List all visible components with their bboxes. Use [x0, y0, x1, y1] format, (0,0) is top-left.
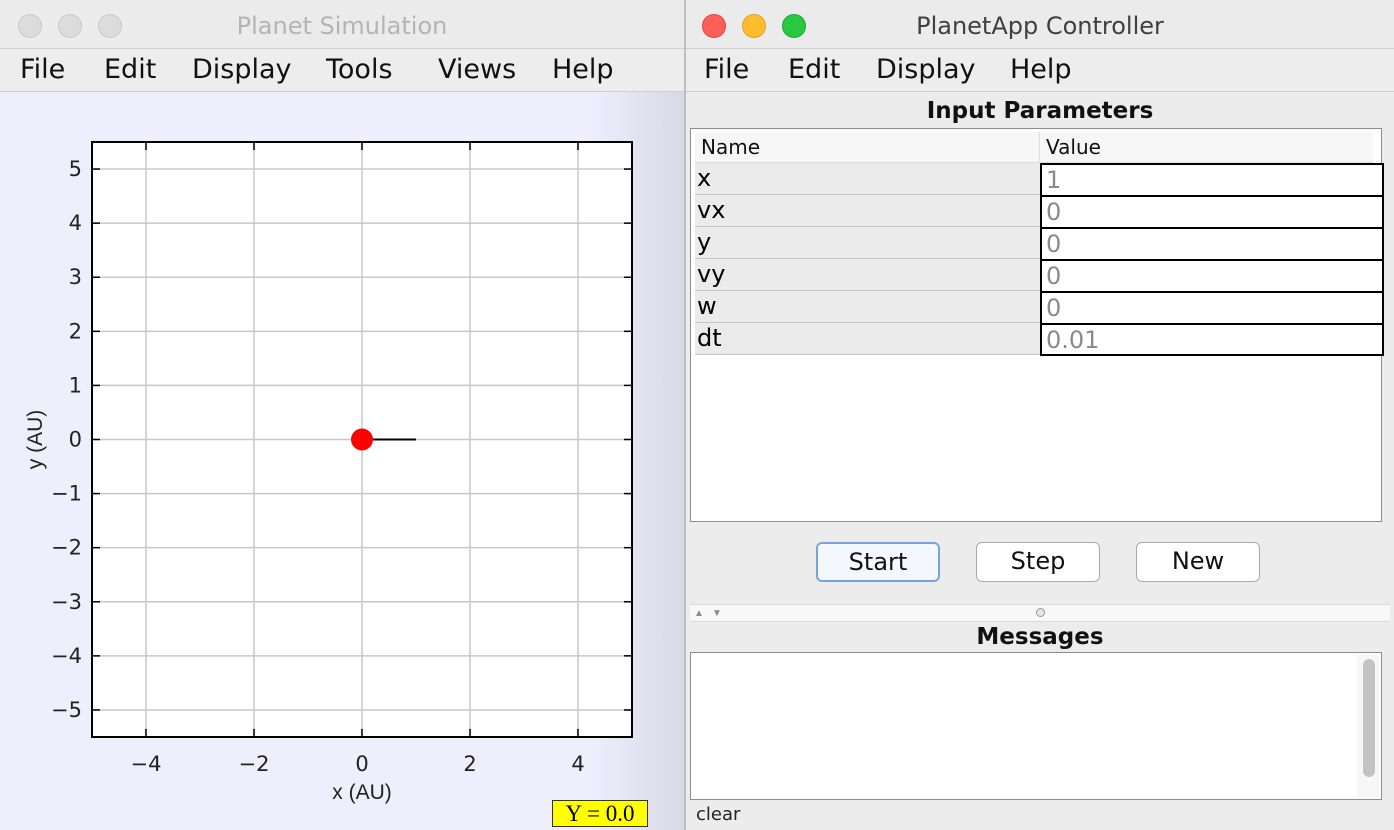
param-name: vx — [695, 195, 1040, 227]
param-value-field[interactable]: 1 — [1040, 163, 1384, 195]
param-value-field[interactable]: 0 — [1040, 195, 1384, 227]
messages-scrollbar[interactable] — [1357, 655, 1379, 797]
y-tick-label: −5 — [51, 698, 82, 722]
x-tick-label: 2 — [463, 752, 476, 776]
sim-titlebar[interactable]: Planet Simulation — [0, 0, 684, 49]
close-icon[interactable] — [702, 14, 726, 38]
new-button[interactable]: New — [1136, 542, 1260, 582]
ctrl-menubar: File Edit Display Help — [686, 49, 1394, 92]
zoom-icon[interactable] — [98, 14, 122, 38]
window-title: Planet Simulation — [236, 12, 448, 40]
close-icon[interactable] — [18, 14, 42, 38]
table-row: y 0 — [695, 227, 1384, 259]
messages-area[interactable] — [690, 652, 1382, 800]
param-name: vy — [695, 259, 1040, 291]
expand-up-icon[interactable]: ▲ — [694, 608, 704, 619]
planet-plot[interactable]: −4 −2 0 2 4 −5 −4 −3 −2 −1 0 1 2 3 4 5 x (AU) y (AU) — [0, 92, 684, 830]
clear-messages-link[interactable]: clear — [696, 804, 741, 825]
controller-window: PlanetApp Controller File Edit Display H… — [686, 0, 1394, 830]
table-row: vx 0 — [695, 195, 1384, 227]
parameters-table: Name Value x 1 vx 0 y 0 vy 0 w 0 dt 0.01 — [690, 128, 1384, 522]
table-row: dt 0.01 — [695, 323, 1384, 356]
plot-frame — [91, 141, 633, 738]
planet-marker — [351, 428, 373, 451]
x-axis-label: x (AU) — [332, 781, 392, 804]
param-value-field[interactable]: 0 — [1040, 227, 1384, 259]
table-row: x 1 — [695, 163, 1384, 195]
minimize-icon[interactable] — [58, 14, 82, 38]
menu-help[interactable]: Help — [552, 54, 614, 85]
table-row: vy 0 — [695, 259, 1384, 291]
divider-handle-icon[interactable] — [1036, 608, 1045, 617]
scrollbar-thumb[interactable] — [1363, 659, 1375, 777]
minimize-icon[interactable] — [742, 14, 766, 38]
menu-file[interactable]: File — [704, 54, 750, 85]
y-tick-label: 5 — [69, 157, 82, 181]
x-tick-label: −4 — [131, 752, 162, 776]
menu-display[interactable]: Display — [876, 54, 976, 85]
menu-edit[interactable]: Edit — [104, 54, 157, 85]
x-tick-label: 4 — [571, 752, 584, 776]
param-name: dt — [695, 323, 1040, 355]
y-tick-label: 4 — [69, 211, 82, 235]
param-name: w — [695, 291, 1040, 323]
y-tick-label: −2 — [51, 536, 82, 560]
column-header-name[interactable]: Name — [695, 132, 1040, 162]
y-axis-label: y (AU) — [24, 410, 47, 470]
y-tick-label: 3 — [69, 265, 82, 289]
table-header: Name Value — [695, 132, 1373, 163]
y-tick-label: 1 — [69, 373, 82, 397]
x-tick-label: 0 — [355, 752, 368, 776]
param-value-field[interactable]: 0 — [1040, 259, 1384, 291]
sim-menubar: File Edit Display Tools Views Help — [0, 49, 684, 92]
param-value-field[interactable]: 0.01 — [1040, 323, 1384, 356]
param-name: x — [695, 163, 1040, 195]
menu-help[interactable]: Help — [1010, 54, 1072, 85]
ctrl-titlebar[interactable]: PlanetApp Controller — [686, 0, 1394, 49]
column-header-value[interactable]: Value — [1046, 135, 1101, 159]
menu-edit[interactable]: Edit — [788, 54, 841, 85]
y-tick-label: −3 — [51, 590, 82, 614]
split-pane-divider[interactable]: ▲ ▼ — [690, 604, 1390, 622]
step-button[interactable]: Step — [976, 542, 1100, 582]
menu-views[interactable]: Views — [438, 54, 517, 85]
coordinate-readout: Y = 0.0 — [552, 800, 648, 827]
expand-down-icon[interactable]: ▼ — [712, 608, 722, 619]
window-title: PlanetApp Controller — [916, 12, 1164, 40]
param-value-field[interactable]: 0 — [1040, 291, 1384, 323]
y-tick-label: 2 — [69, 319, 82, 343]
y-tick-label: −4 — [51, 644, 82, 668]
zoom-icon[interactable] — [782, 14, 806, 38]
menu-display[interactable]: Display — [192, 54, 292, 85]
messages-title: Messages — [976, 624, 1104, 650]
input-parameters-title: Input Parameters — [926, 98, 1154, 124]
plot-panel[interactable]: −4 −2 0 2 4 −5 −4 −3 −2 −1 0 1 2 3 4 5 x (AU) y (AU) Y = … — [0, 92, 684, 830]
menu-tools[interactable]: Tools — [326, 54, 393, 85]
param-name: y — [695, 227, 1040, 259]
table-row: w 0 — [695, 291, 1384, 323]
x-tick-label: −2 — [239, 752, 270, 776]
y-tick-label: −1 — [51, 482, 82, 506]
planet-simulation-window: Planet Simulation File Edit Display Tool… — [0, 0, 684, 830]
menu-file[interactable]: File — [20, 54, 66, 85]
y-tick-label: 0 — [69, 428, 82, 452]
start-button[interactable]: Start — [816, 542, 940, 582]
